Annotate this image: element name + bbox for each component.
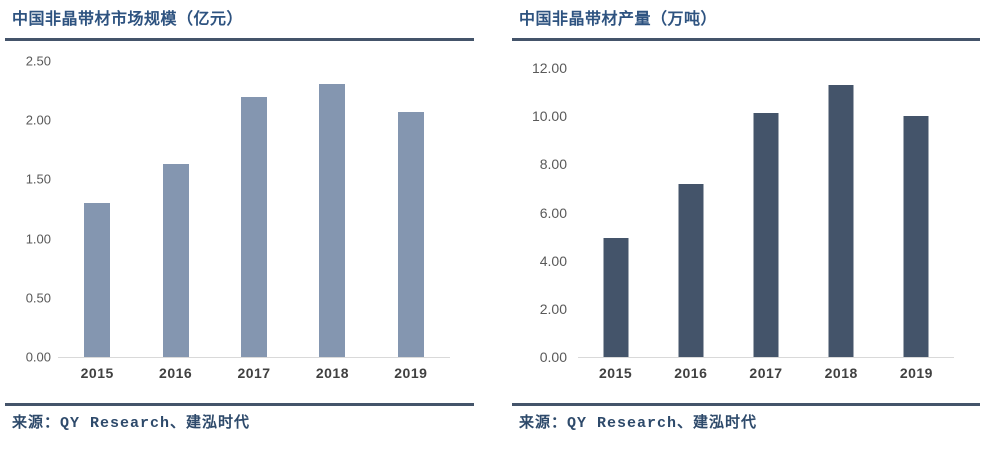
x-axis-labels: 2015 2016 2017 2018 2019 <box>58 365 450 381</box>
bar <box>319 83 346 357</box>
y-axis-tick-label: 8.00 <box>539 156 567 173</box>
source-divider <box>5 403 474 406</box>
y-axis-tick-label: 1.00 <box>25 231 51 247</box>
x-axis-tick-label: 2019 <box>899 365 933 381</box>
plot-area <box>58 61 450 358</box>
y-axis-tick-label: 1.50 <box>25 171 51 187</box>
y-axis-tick-label: 2.00 <box>25 112 51 128</box>
bar <box>241 96 268 357</box>
bar-slot <box>136 61 214 357</box>
source-note: 来源：QY Research、建泓时代 <box>12 415 251 432</box>
bar-slot <box>215 61 293 357</box>
y-axis-tick-label: 0.00 <box>25 349 51 365</box>
bar <box>828 84 854 357</box>
chart-title-production: 中国非晶带材产量（万吨） <box>519 11 718 28</box>
y-axis-tick-label: 2.50 <box>25 53 51 69</box>
plot-area <box>578 68 954 358</box>
bar-slot <box>578 68 653 357</box>
y-axis-tick-label: 0.50 <box>25 290 51 306</box>
title-divider <box>512 38 980 41</box>
bar <box>753 113 779 357</box>
production-chart-panel: 中国非晶带材产量（万吨） 0.00 2.00 4.00 6.00 8.00 10.00 12… <box>512 0 980 451</box>
bar-slot <box>804 68 879 357</box>
x-axis-tick-label: 2015 <box>80 365 114 381</box>
bar-slot <box>293 61 371 357</box>
x-axis-tick-label: 2017 <box>237 365 271 381</box>
x-axis-tick-label: 2018 <box>315 365 349 381</box>
bar-slot <box>653 68 728 357</box>
bar-chart-market-size: 0.00 0.50 1.00 1.50 2.00 2.50 2015 2016 2017 2018… <box>5 44 474 390</box>
chart-title-market-size: 中国非晶带材市场规模（亿元） <box>12 11 244 28</box>
x-axis-tick-label: 2018 <box>824 365 858 381</box>
x-axis-tick-label: 2017 <box>749 365 783 381</box>
bar-slot <box>879 68 954 357</box>
y-axis-tick-label: 4.00 <box>539 252 567 269</box>
bar <box>903 116 929 357</box>
x-axis-tick-label: 2019 <box>394 365 428 381</box>
bar <box>603 237 629 357</box>
x-axis-labels: 2015 2016 2017 2018 2019 <box>578 365 954 381</box>
y-axis-tick-label: 12.00 <box>531 60 567 76</box>
y-axis-tick-label: 6.00 <box>539 204 567 221</box>
x-axis-tick-label: 2016 <box>159 365 193 381</box>
x-axis-tick-label: 2016 <box>674 365 708 381</box>
y-axis-tick-label: 0.00 <box>539 349 567 365</box>
bar-slot <box>372 61 450 357</box>
market-size-chart-panel: 中国非晶带材市场规模（亿元） 0.00 0.50 1.00 1.50 2.00 2.50 2… <box>5 0 474 451</box>
source-note: 来源：QY Research、建泓时代 <box>519 415 758 432</box>
bar-slot <box>58 61 136 357</box>
bar-chart-production: 0.00 2.00 4.00 6.00 8.00 10.00 12.00 2015 2016 20… <box>512 44 980 390</box>
y-axis-tick-label: 2.00 <box>539 300 567 317</box>
y-axis-tick-label: 10.00 <box>531 108 567 125</box>
title-divider <box>5 38 474 41</box>
bar <box>84 203 111 357</box>
bar <box>678 184 704 357</box>
x-axis-tick-label: 2015 <box>599 365 633 381</box>
bar <box>397 111 424 357</box>
bar <box>162 164 189 357</box>
bar-slot <box>728 68 803 357</box>
source-divider <box>512 403 980 406</box>
